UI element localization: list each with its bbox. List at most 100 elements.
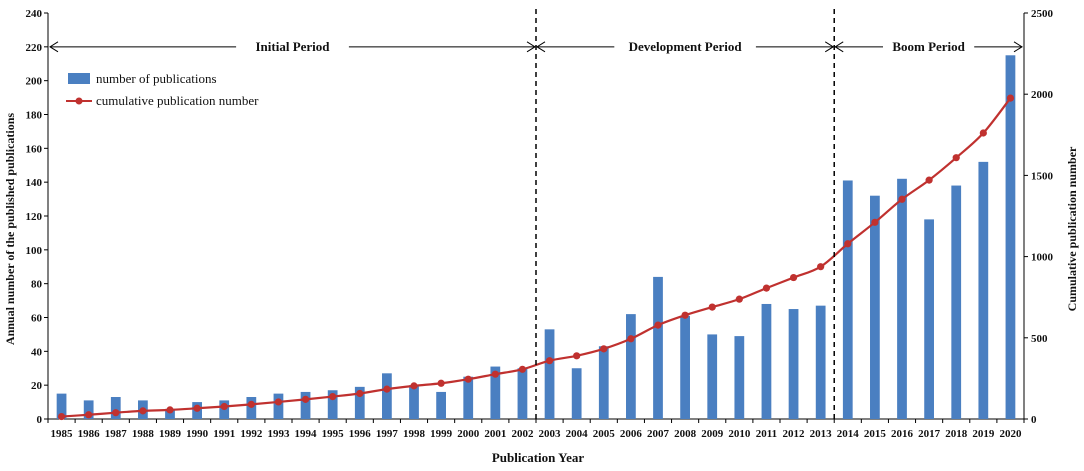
legend-bar-label: number of publications [96,71,217,86]
right-y-axis-title: Cumulative publication number [1065,146,1079,311]
axes-layer: 0 20 40 60 80 100 120 140 160 180 200 220 240 0 500 100… [26,8,1054,440]
period-label: Boom Period [892,39,965,54]
x-tick-label: 2015 [864,428,887,440]
cumulative-point-2017 [925,176,933,184]
x-tick-label: 2001 [484,428,506,440]
bar-1994 [300,391,311,419]
bar-1987 [110,397,121,419]
bar-1995 [327,390,338,419]
x-tick-label: 1998 [403,428,426,440]
cumulative-point-1989 [166,406,174,414]
x-tick-label: 2017 [918,428,941,440]
cumulative-point-1992 [247,400,255,408]
bar-1992 [246,397,257,419]
period-label: Development Period [629,39,743,54]
legend-line-marker [75,97,83,105]
bar-2004 [571,368,582,419]
cumulative-point-1985 [57,412,66,421]
cumulative-point-1995 [329,392,337,401]
bar-1985 [56,393,67,419]
cumulative-point-2006 [627,335,635,343]
x-tick-label: 2014 [837,428,860,440]
x-tick-label: 2002 [511,428,534,440]
bar-2003 [544,329,555,419]
cumulative-point-2019 [979,129,987,137]
cumulative-point-2016 [898,195,906,203]
left-y-tick-label: 180 [26,110,43,122]
cumulative-point-1998 [410,382,418,390]
right-y-tick-label: 1500 [1031,170,1054,182]
bar-2017 [924,219,934,419]
cumulative-point-1999 [437,379,445,387]
cumulative-point-2000 [464,375,472,383]
bar-2012 [788,309,799,419]
cumulative-point-2012 [789,273,798,282]
x-tick-label: 1988 [132,428,155,440]
cumulative-point-2009 [708,303,716,311]
bar-2014 [842,180,853,419]
periods-layer: Initial Period Development Period Boom Per… [49,9,1023,419]
x-tick-label: 1996 [349,428,372,440]
cumulative-point-1993 [274,398,283,406]
bar-2002 [517,368,528,419]
bar-2015 [870,195,880,419]
left-y-tick-label: 20 [31,380,43,392]
cumulative-point-2013 [817,263,825,271]
bar-1997 [382,373,392,419]
cumulative-point-2020 [1006,94,1015,102]
period-label: Initial Period [255,39,330,54]
cumulative-point-1990 [193,404,201,412]
x-tick-label: 2018 [945,428,968,440]
left-y-tick-label: 240 [26,8,43,20]
x-tick-label: 2006 [620,428,643,440]
bar-2009 [707,334,718,419]
bar-2020 [1005,55,1016,420]
left-y-tick-label: 80 [31,279,43,291]
cumulative-point-2010 [735,295,743,303]
bar-1989 [165,408,175,419]
x-tick-label: 1997 [376,428,399,440]
left-y-tick-label: 200 [26,76,43,88]
x-tick-label: 2000 [457,428,480,440]
bar-2010 [734,336,745,419]
period-arrowhead-left [536,41,546,53]
legend-line-label: cumulative publication number [96,93,259,108]
x-tick-label: 2010 [728,428,751,440]
cumulative-point-2003 [545,357,554,365]
bar-2007 [653,276,663,419]
period-arrowhead-left [49,41,59,53]
cumulative-point-2005 [600,345,608,353]
x-tick-label: 2012 [783,428,806,440]
x-tick-label: 1986 [78,428,101,440]
x-tick-label: 2007 [647,428,670,440]
bar-2019 [978,161,989,419]
bar-2013 [815,305,826,419]
bar-1986 [83,400,94,419]
x-tick-label: 2016 [891,428,914,440]
left-y-tick-label: 220 [26,42,43,54]
cumulative-point-1994 [301,395,310,403]
left-y-axis-title: Annual number of the published publicati… [3,113,17,346]
x-tick-label: 2005 [593,428,616,440]
x-tick-label: 2009 [701,428,724,440]
cumulative-point-1996 [356,389,364,398]
x-tick-label: 1987 [105,428,128,440]
left-y-tick-label: 0 [37,414,43,426]
x-tick-label: 2003 [539,428,562,440]
cumulative-point-2011 [762,284,771,292]
right-y-tick-label: 2500 [1031,8,1054,20]
bar-2008 [680,315,690,419]
cumulative-point-1986 [85,411,93,419]
cumulative-point-1991 [220,402,228,411]
x-tick-label: 1991 [213,428,235,440]
x-tick-label: 2020 [999,428,1022,440]
bar-2011 [761,303,772,419]
right-y-tick-label: 2000 [1031,89,1054,101]
cumulative-point-1997 [383,385,391,393]
bar-2000 [463,376,474,419]
bar-2016 [897,178,907,419]
cumulative-point-2014 [844,240,852,248]
bar-1999 [436,391,446,419]
period-arrowhead-right [1013,41,1023,53]
left-y-tick-label: 140 [26,177,43,189]
